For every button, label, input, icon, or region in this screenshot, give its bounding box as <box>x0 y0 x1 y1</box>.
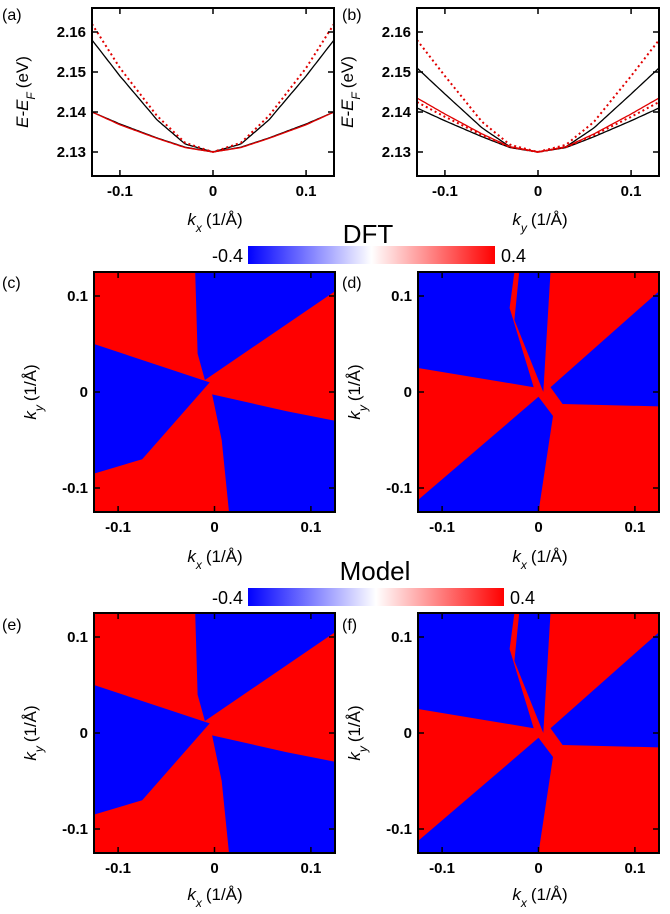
series-line <box>416 39 660 154</box>
plot-frame <box>91 7 335 177</box>
y-tick-label: 2.15 <box>382 64 411 81</box>
heatmap-negative-region <box>212 394 335 512</box>
y-tick-label: 2.13 <box>57 144 86 161</box>
y-axis-label: ky(1/Å) <box>21 364 46 419</box>
heatmap-negative-region <box>94 685 210 815</box>
colorbar-dft: DFT -0.4 0.4 <box>212 219 526 266</box>
y-tick-label: 2.13 <box>382 144 411 161</box>
colorbar-max-label: 0.4 <box>501 246 526 266</box>
y-tick-label: 0.1 <box>67 629 88 646</box>
x-axis-label: kx (1/Å) <box>187 885 242 910</box>
plot-frame <box>416 7 660 177</box>
x-tick-label: 0 <box>210 860 218 877</box>
y-axis-label: ky(1/Å) <box>345 705 370 760</box>
heatmap-negative-region <box>418 737 553 853</box>
panel-label: (a) <box>2 7 22 24</box>
x-tick-label: -0.1 <box>107 183 133 200</box>
y-tick-label: 0.1 <box>391 629 412 646</box>
x-tick-label: -0.1 <box>429 860 455 877</box>
x-tick-label: -0.1 <box>432 183 458 200</box>
y-axis-label: ky(1/Å) <box>345 364 370 419</box>
x-tick-label: 0 <box>534 519 542 536</box>
x-tick-label: 0.1 <box>300 519 321 536</box>
colorbar-gradient <box>248 588 504 606</box>
colorbar-model: Model -0.4 0.4 <box>212 556 535 608</box>
x-axis-label: kx (1/Å) <box>512 885 567 910</box>
colorbar-gradient <box>248 246 495 264</box>
x-axis-label: kx (1/Å) <box>512 547 567 572</box>
heatmap-negative-region <box>94 344 210 474</box>
x-axis-label: kx (1/Å) <box>187 547 242 572</box>
heatmap-negative-region <box>550 291 659 407</box>
y-tick-label: 0 <box>404 384 412 401</box>
heatmap-negative-region <box>418 396 553 512</box>
y-tick-label: 2.14 <box>57 104 87 121</box>
x-tick-label: 0.1 <box>624 519 645 536</box>
x-tick-label: 0 <box>534 860 542 877</box>
y-axis-label: E-EF(eV) <box>13 56 38 128</box>
series-line <box>416 107 660 153</box>
panel-label: (d) <box>342 275 362 292</box>
y-tick-label: 0 <box>80 384 88 401</box>
panel-e: (e) -0.1 0 0.1 -0.1 0 0.1 kx (1/Å) ky(1/Å) <box>2 612 336 910</box>
panels: (a) -0.1 0 0.1 2.13 2.14 2.15 2.16 kx (1/Å) E-EF(e… <box>2 7 660 910</box>
heatmap-negative-region <box>195 272 335 380</box>
panel-label: (f) <box>342 617 357 634</box>
colorbar-title: DFT <box>343 219 394 249</box>
y-tick-label: 2.15 <box>57 64 86 81</box>
heatmap-negative-region <box>418 272 534 388</box>
colorbar-title: Model <box>340 556 411 586</box>
panel-label: (e) <box>2 617 22 634</box>
x-tick-label: 0 <box>209 183 217 200</box>
series-line <box>91 111 335 153</box>
y-tick-label: 2.16 <box>382 24 411 41</box>
heatmap-negative-region <box>550 632 659 748</box>
y-tick-label: 0.1 <box>391 288 412 305</box>
panel-d: (d) -0.1 0 0.1 -0.1 0 0.1 kx (1/Å) ky(1/Å) <box>342 271 660 572</box>
x-tick-label: 0.1 <box>624 860 645 877</box>
y-tick-label: -0.1 <box>386 821 412 838</box>
heatmap-negative-region <box>195 613 335 721</box>
series-line <box>91 23 335 154</box>
x-tick-label: 0.1 <box>296 183 317 200</box>
x-tick-label: 0 <box>534 183 542 200</box>
series-line <box>416 101 660 154</box>
heatmap-negative-region <box>514 613 551 733</box>
y-tick-label: -0.1 <box>62 821 88 838</box>
heatmap-negative-region <box>212 735 335 853</box>
heatmap-negative-region <box>418 613 534 729</box>
y-tick-label: 2.16 <box>57 24 86 41</box>
y-tick-label: 0.1 <box>67 288 88 305</box>
y-tick-label: -0.1 <box>62 480 88 497</box>
colorbar-max-label: 0.4 <box>510 588 535 608</box>
panel-f: (f) -0.1 0 0.1 -0.1 0 0.1 kx (1/Å) ky(1/Å) <box>342 612 660 910</box>
y-tick-label: 0 <box>404 725 412 742</box>
x-tick-label: -0.1 <box>429 519 455 536</box>
x-tick-label: -0.1 <box>105 860 131 877</box>
y-axis-label: E-EF(eV) <box>338 56 363 128</box>
x-tick-label: 0.1 <box>621 183 642 200</box>
y-tick-label: 0 <box>80 725 88 742</box>
colorbar-min-label: -0.4 <box>212 246 243 266</box>
x-tick-label: -0.1 <box>105 519 131 536</box>
y-tick-label: 2.14 <box>382 104 412 121</box>
y-tick-label: -0.1 <box>386 480 412 497</box>
x-tick-label: 0.1 <box>300 860 321 877</box>
panel-a: (a) -0.1 0 0.1 2.13 2.14 2.15 2.16 kx (1/Å) E-EF(e… <box>2 7 335 235</box>
series-line <box>91 39 335 153</box>
y-axis-label: ky(1/Å) <box>21 705 46 760</box>
panel-label: (b) <box>342 7 362 24</box>
heatmap-negative-region <box>514 272 551 392</box>
colorbar-min-label: -0.4 <box>212 588 243 608</box>
panel-label: (c) <box>2 275 21 292</box>
x-axis-label: ky (1/Å) <box>512 210 567 235</box>
series-line <box>416 67 660 153</box>
x-axis-label: kx (1/Å) <box>187 210 242 235</box>
x-tick-label: 0 <box>210 519 218 536</box>
series-line <box>91 111 335 153</box>
panel-b: (b) -0.1 0 0.1 2.13 2.14 2.15 2.16 ky (1/Å) E-EF(e… <box>338 7 660 235</box>
panel-c: (c) -0.1 0 0.1 -0.1 0 0.1 kx (1/Å) ky(1/Å) <box>2 271 336 572</box>
